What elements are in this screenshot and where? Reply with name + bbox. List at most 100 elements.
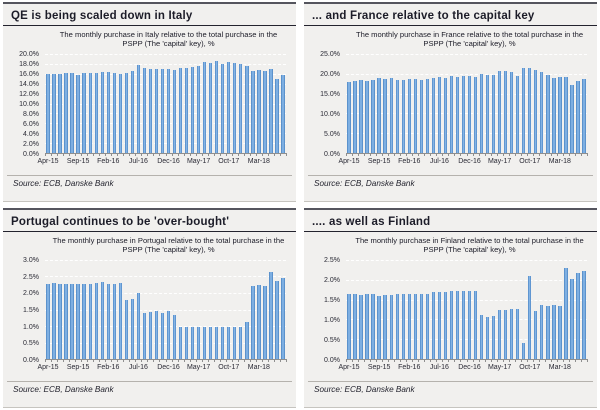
bar-May-15 [353, 294, 357, 359]
bar-May-18 [570, 85, 574, 153]
y-tick-label: 16.0% [19, 70, 39, 78]
bar-Jan-18 [245, 322, 249, 359]
y-tick-label: 0.5% [324, 336, 340, 344]
bar-Sep-15 [377, 78, 381, 153]
axis-tick [279, 359, 281, 362]
x-tick-label: Dec-16 [458, 158, 481, 165]
axis-tick [153, 359, 155, 362]
y-tick-label: 2.0% [23, 290, 39, 298]
x-tick-label: Sep-15 [367, 158, 391, 165]
axis-tick [81, 153, 83, 156]
axis-tick [442, 359, 444, 362]
axis-tick [346, 153, 347, 156]
axis-tick [93, 153, 95, 156]
bar-May-15 [52, 73, 56, 153]
x-tick-label: Dec-16 [157, 158, 180, 165]
bar-chart-finland: The monthly purchase in Finland relative… [304, 232, 597, 378]
axis-tick [183, 359, 185, 362]
axis-tick [574, 153, 576, 156]
bar-Sep-16 [148, 68, 153, 153]
axis-tick [255, 359, 257, 362]
gridline [45, 73, 286, 75]
bar-Feb-18 [552, 304, 556, 359]
axis-tick [141, 153, 143, 156]
bar-Feb-16 [106, 283, 110, 359]
bar-May-17 [196, 326, 201, 359]
y-tick-label: 0.0% [23, 356, 39, 364]
bar-May-16 [124, 299, 128, 359]
bar-Aug-16 [142, 313, 147, 359]
axis-tick [183, 153, 185, 156]
bar-Jul-17 [209, 63, 213, 153]
axis-tick [520, 153, 522, 156]
bar-Sep-17 [522, 68, 526, 153]
bar-Jul-17 [209, 326, 213, 359]
bar-Aug-16 [443, 78, 448, 153]
bar-Dec-17 [239, 63, 243, 153]
chart-subtitle: The monthly purchase in Finland relative… [355, 236, 584, 255]
bar-Sep-16 [148, 311, 153, 359]
axis-tick [466, 153, 468, 156]
axis-tick [526, 153, 528, 156]
gridline [45, 113, 286, 115]
axis-tick [382, 359, 384, 362]
bar-Mar-18 [257, 284, 261, 359]
axis-tick [376, 359, 378, 362]
axis-tick [75, 153, 77, 156]
axis-tick [99, 153, 101, 156]
axis-tick [352, 359, 354, 362]
x-tick-label: Mar-18 [247, 158, 270, 165]
bar-Mar-17 [485, 316, 490, 359]
bar-May-18 [269, 69, 273, 153]
gridline [45, 325, 286, 327]
bar-chart-portugal: The monthly purchase in Portugal relativ… [3, 232, 296, 378]
gridline [346, 54, 587, 55]
y-tick-label: 6.0% [23, 120, 39, 128]
bar-Jun-17 [202, 61, 207, 153]
axis-tick [93, 359, 95, 362]
bar-Mar-16 [112, 283, 116, 359]
bar-Dec-17 [540, 72, 544, 153]
bar-Jan-17 [172, 70, 177, 153]
axis-tick [484, 359, 486, 362]
bar-Jan-18 [245, 66, 249, 153]
x-tick-label: Mar-18 [548, 364, 571, 371]
axis-tick [75, 359, 77, 362]
bar-Apr-15 [347, 81, 351, 153]
axis-tick [382, 153, 384, 156]
bar-Jun-18 [275, 78, 279, 153]
bar-Jan-17 [172, 315, 177, 359]
x-tick-label: Sep-15 [66, 158, 90, 165]
bar-Jan-17 [473, 291, 478, 359]
y-tick-label: 5.0% [324, 130, 340, 138]
bar-Feb-18 [552, 77, 556, 153]
chart-subtitle: The monthly purchase in Portugal relativ… [52, 236, 285, 255]
axis-tick [267, 359, 269, 362]
x-tick-label: Dec-16 [458, 364, 481, 371]
axis-tick [358, 359, 360, 362]
axis-tick [544, 359, 546, 362]
axis-tick [508, 153, 510, 156]
panel-title-france: ... and France relative to the capital k… [304, 4, 597, 26]
axis-tick [111, 359, 113, 362]
y-tick-label: 1.0% [23, 323, 39, 331]
bar-Jul-16 [437, 291, 442, 359]
axis-tick [69, 359, 71, 362]
bar-Jun-16 [130, 298, 135, 359]
axis-tick [478, 359, 480, 362]
plot-area [346, 260, 588, 362]
axis-tick [87, 153, 89, 156]
axis-tick [550, 153, 552, 156]
bar-Apr-15 [46, 283, 50, 359]
x-tick-label: Mar-18 [247, 364, 270, 371]
bar-Apr-15 [46, 73, 50, 153]
bar-Sep-17 [221, 326, 225, 359]
bar-Jun-18 [576, 273, 580, 359]
axis-tick [105, 153, 107, 156]
bar-Mar-17 [184, 326, 189, 359]
x-tick-label: May-17 [186, 158, 211, 165]
axis-tick [550, 359, 552, 362]
bar-Sep-16 [449, 76, 454, 153]
bar-Dec-16 [467, 290, 472, 359]
axis-tick [430, 359, 432, 362]
